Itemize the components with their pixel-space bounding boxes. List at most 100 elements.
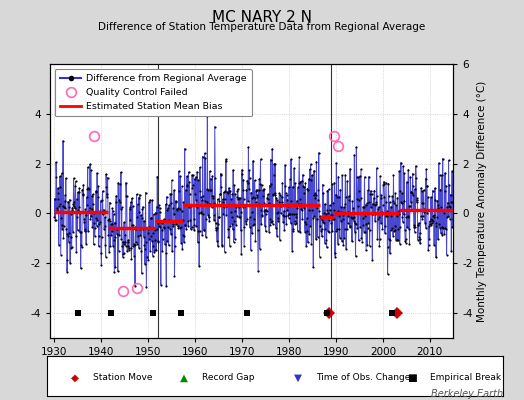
Point	[342, 194, 350, 201]
Point	[345, 193, 353, 199]
Point	[410, 229, 419, 235]
Point	[377, 192, 386, 199]
Point	[192, 174, 200, 180]
Point	[409, 183, 417, 190]
Point	[384, 180, 392, 187]
Point	[359, 204, 367, 210]
Point	[355, 188, 364, 194]
Point	[112, 192, 121, 199]
Point	[61, 192, 69, 198]
Point	[81, 226, 89, 232]
Point	[99, 211, 107, 218]
Point	[314, 187, 323, 193]
Point	[405, 226, 413, 232]
Point	[328, 228, 336, 235]
Point	[259, 193, 267, 200]
Point	[442, 182, 450, 189]
Point	[241, 224, 249, 230]
Point	[149, 243, 158, 250]
Point	[387, 227, 396, 234]
Point	[392, 213, 401, 219]
Point	[421, 207, 429, 214]
Point	[269, 192, 277, 198]
Point	[116, 180, 124, 187]
Point	[290, 211, 298, 218]
Point	[151, 236, 159, 243]
Point	[292, 214, 300, 220]
Point	[435, 221, 443, 228]
Point	[72, 233, 80, 239]
Point	[86, 161, 94, 167]
Point	[187, 226, 195, 232]
Point	[350, 214, 358, 220]
Point	[51, 217, 59, 223]
Point	[365, 242, 374, 249]
Point	[175, 187, 183, 194]
Point	[200, 150, 209, 156]
Point	[197, 208, 205, 215]
Point	[449, 216, 457, 222]
Point	[356, 194, 365, 201]
Point	[258, 212, 267, 219]
Point	[335, 226, 344, 232]
Point	[264, 196, 272, 202]
Point	[105, 248, 113, 255]
Point	[402, 236, 410, 242]
Point	[388, 198, 397, 204]
Point	[436, 230, 445, 236]
Point	[100, 206, 108, 213]
Point	[412, 175, 420, 181]
Point	[277, 210, 285, 217]
Text: MC NARY 2 N: MC NARY 2 N	[212, 10, 312, 25]
Point	[198, 197, 206, 203]
Point	[121, 238, 129, 245]
Point	[348, 238, 356, 244]
Point	[61, 205, 70, 211]
Point	[113, 231, 121, 237]
Point	[234, 196, 243, 202]
Point	[160, 217, 169, 223]
Point	[208, 193, 216, 200]
Point	[219, 199, 227, 205]
Point	[114, 180, 123, 186]
Point	[435, 172, 444, 179]
Point	[388, 193, 397, 200]
Point	[294, 180, 303, 186]
Point	[285, 214, 293, 221]
Point	[261, 206, 269, 213]
Point	[348, 198, 357, 204]
Point	[406, 174, 414, 180]
Point	[105, 216, 113, 222]
Point	[372, 199, 380, 205]
Point	[179, 232, 187, 238]
Point	[315, 253, 324, 260]
Point	[131, 224, 139, 230]
Point	[52, 174, 61, 180]
Point	[242, 218, 250, 224]
Point	[378, 211, 386, 217]
Point	[194, 177, 203, 183]
Point	[137, 212, 145, 218]
Point	[232, 222, 240, 228]
Point	[231, 191, 239, 197]
Point	[285, 211, 293, 218]
Point	[268, 146, 277, 152]
Point	[339, 216, 347, 222]
Point	[153, 173, 161, 180]
Point	[210, 200, 218, 206]
Point	[334, 174, 343, 180]
Point	[348, 215, 357, 221]
Point	[168, 222, 177, 229]
Point	[184, 169, 193, 175]
Point	[276, 192, 285, 198]
Point	[260, 186, 268, 192]
Point	[217, 184, 226, 190]
Point	[138, 206, 147, 213]
Point	[254, 187, 263, 193]
Point	[368, 256, 377, 263]
Point	[311, 195, 320, 201]
Point	[327, 220, 335, 226]
Point	[194, 210, 203, 216]
Point	[405, 203, 413, 210]
Point	[422, 183, 431, 190]
